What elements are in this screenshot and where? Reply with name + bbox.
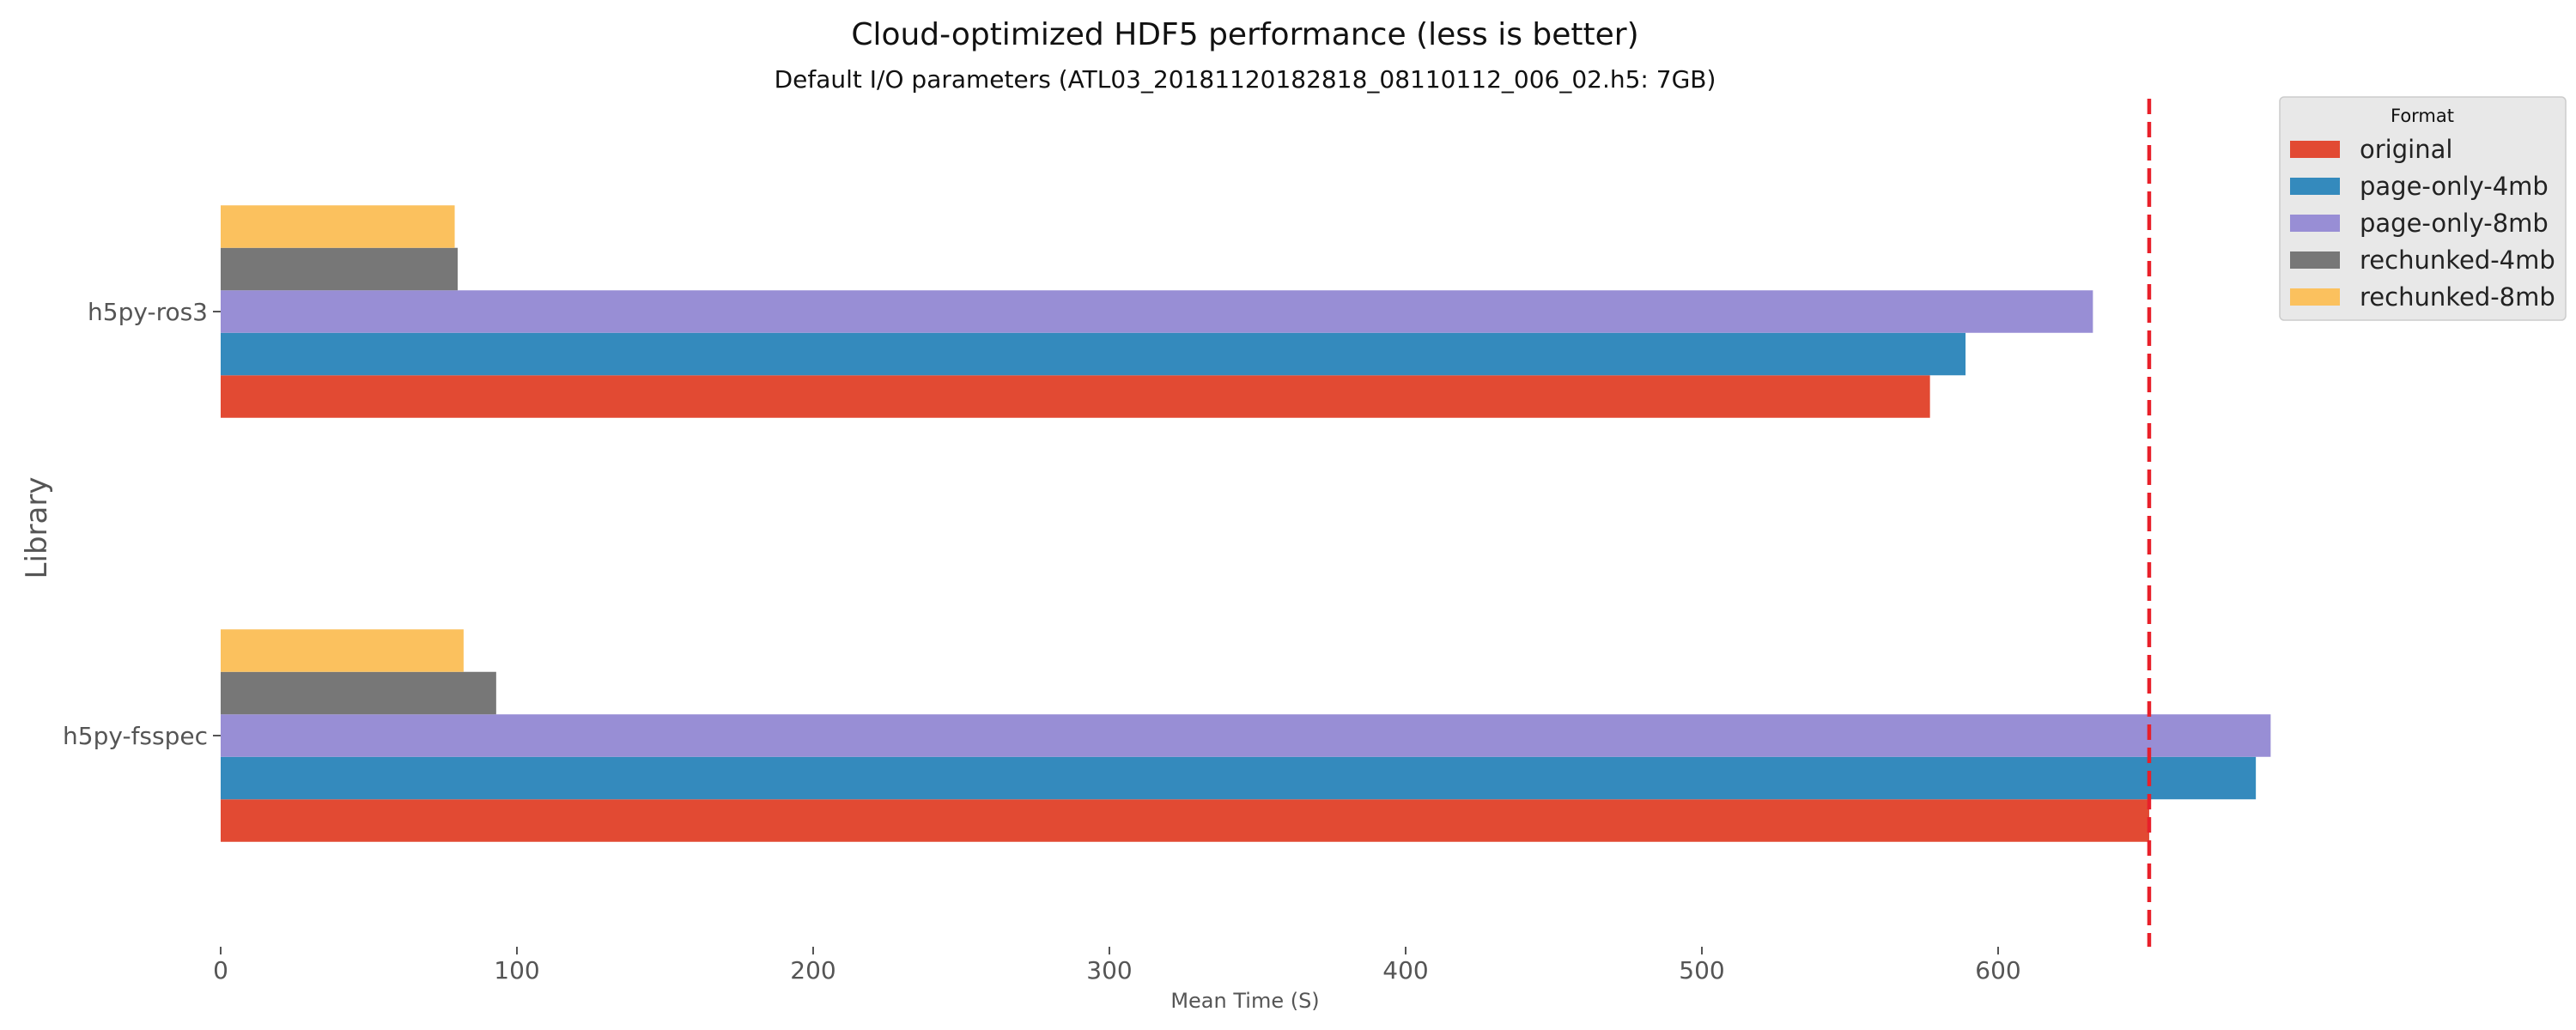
bar-h5py-fsspec-original bbox=[221, 799, 2149, 842]
legend-title: Format bbox=[2391, 106, 2454, 126]
bar-h5py-fsspec-page-only-8mb bbox=[221, 714, 2271, 757]
chart-title: Cloud-optimized HDF5 performance (less i… bbox=[851, 17, 1638, 52]
x-tick-label: 200 bbox=[790, 956, 835, 985]
x-tick-label: 600 bbox=[1975, 956, 2020, 985]
bar-h5py-ros3-original bbox=[221, 375, 1930, 418]
x-tick-label: 400 bbox=[1382, 956, 1428, 985]
legend: Format original page-only-4mb page-only-8m… bbox=[2279, 96, 2567, 321]
bar-h5py-ros3-rechunked-4mb bbox=[221, 247, 458, 291]
legend-label-rechunked-4mb: rechunked-4mb bbox=[2360, 245, 2555, 275]
legend-label-page-only-8mb: page-only-8mb bbox=[2360, 209, 2549, 238]
legend-label-page-only-4mb: page-only-4mb bbox=[2360, 172, 2549, 201]
legend-swatch-original bbox=[2290, 141, 2340, 158]
legend-swatch-page-only-4mb bbox=[2290, 178, 2340, 195]
x-tick-label: 300 bbox=[1086, 956, 1132, 985]
x-tick-label: 500 bbox=[1679, 956, 1724, 985]
legend-frame bbox=[2279, 96, 2567, 321]
bar-h5py-ros3-page-only-8mb bbox=[221, 290, 2093, 333]
y-tick-label: h5py-fsspec bbox=[63, 722, 208, 750]
legend-label-original: original bbox=[2360, 135, 2452, 164]
y-axis-label: Library bbox=[20, 477, 54, 579]
bars-group bbox=[221, 205, 2271, 842]
x-tick-label: 100 bbox=[494, 956, 539, 985]
bar-h5py-fsspec-rechunked-8mb bbox=[221, 629, 464, 672]
y-ticks-group: h5py-fsspec h5py-ros3 bbox=[63, 298, 221, 750]
x-tick-label: 0 bbox=[213, 956, 228, 985]
bar-h5py-ros3-rechunked-8mb bbox=[221, 205, 455, 248]
legend-swatch-page-only-8mb bbox=[2290, 215, 2340, 232]
bar-h5py-fsspec-rechunked-4mb bbox=[221, 671, 496, 715]
bar-h5py-fsspec-page-only-4mb bbox=[221, 756, 2257, 800]
x-ticks-group: 0 100 200 300 400 500 600 bbox=[213, 947, 2021, 985]
bar-h5py-ros3-page-only-4mb bbox=[221, 332, 1966, 376]
y-tick-label: h5py-ros3 bbox=[88, 298, 208, 326]
legend-swatch-rechunked-8mb bbox=[2290, 288, 2340, 306]
legend-label-rechunked-8mb: rechunked-8mb bbox=[2360, 282, 2555, 312]
legend-swatch-rechunked-4mb bbox=[2290, 251, 2340, 269]
chart-subtitle: Default I/O parameters (ATL03_2018112018… bbox=[775, 65, 1716, 94]
x-axis-label: Mean Time (S) bbox=[1170, 989, 1319, 1013]
